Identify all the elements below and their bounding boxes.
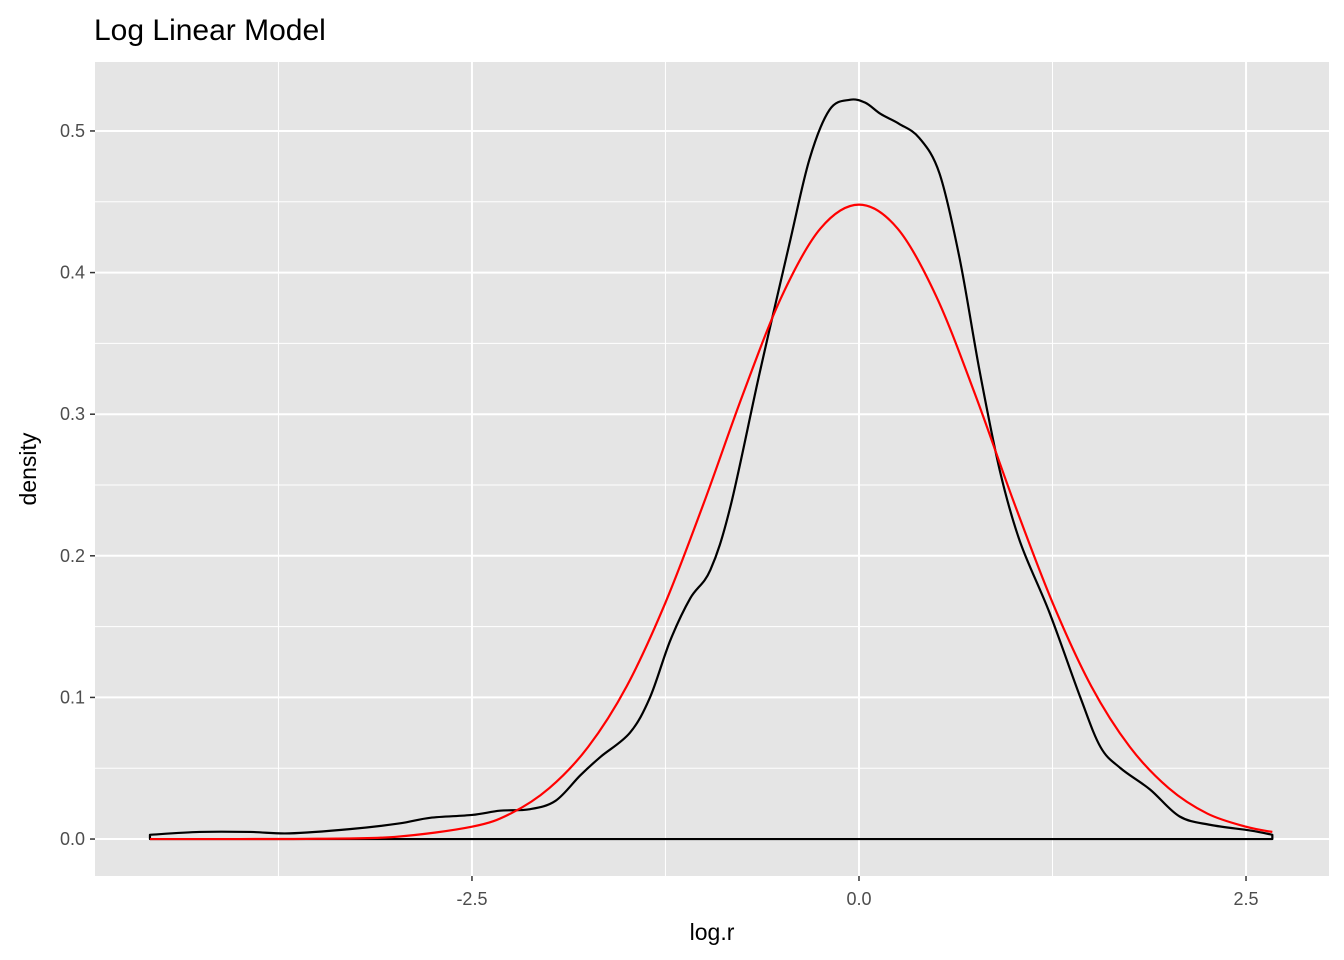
y-tick-label: 0.4 [60, 263, 85, 283]
plot-panel [95, 62, 1329, 876]
x-axis-label: log.r [690, 919, 735, 945]
y-tick-label: 0.5 [60, 121, 85, 141]
x-tick-label: 2.5 [1234, 889, 1259, 909]
y-tick-label: 0.2 [60, 546, 85, 566]
y-tick-label: 0.3 [60, 404, 85, 424]
axis-ticks: -2.5 0.0 2.5 0.0 0.1 0.2 0.3 0.4 0.5 [60, 121, 1259, 909]
y-tick-label: 0.0 [60, 829, 85, 849]
normal-curve [149, 203, 1273, 841]
y-tick-label: 0.1 [60, 687, 85, 707]
density-curve [148, 98, 1274, 841]
y-axis-label: density [15, 432, 41, 505]
chart-title: Log Linear Model [94, 14, 326, 47]
x-tick-label: -2.5 [456, 889, 487, 909]
series-layer [148, 98, 1274, 841]
x-tick-label: 0.0 [846, 889, 871, 909]
